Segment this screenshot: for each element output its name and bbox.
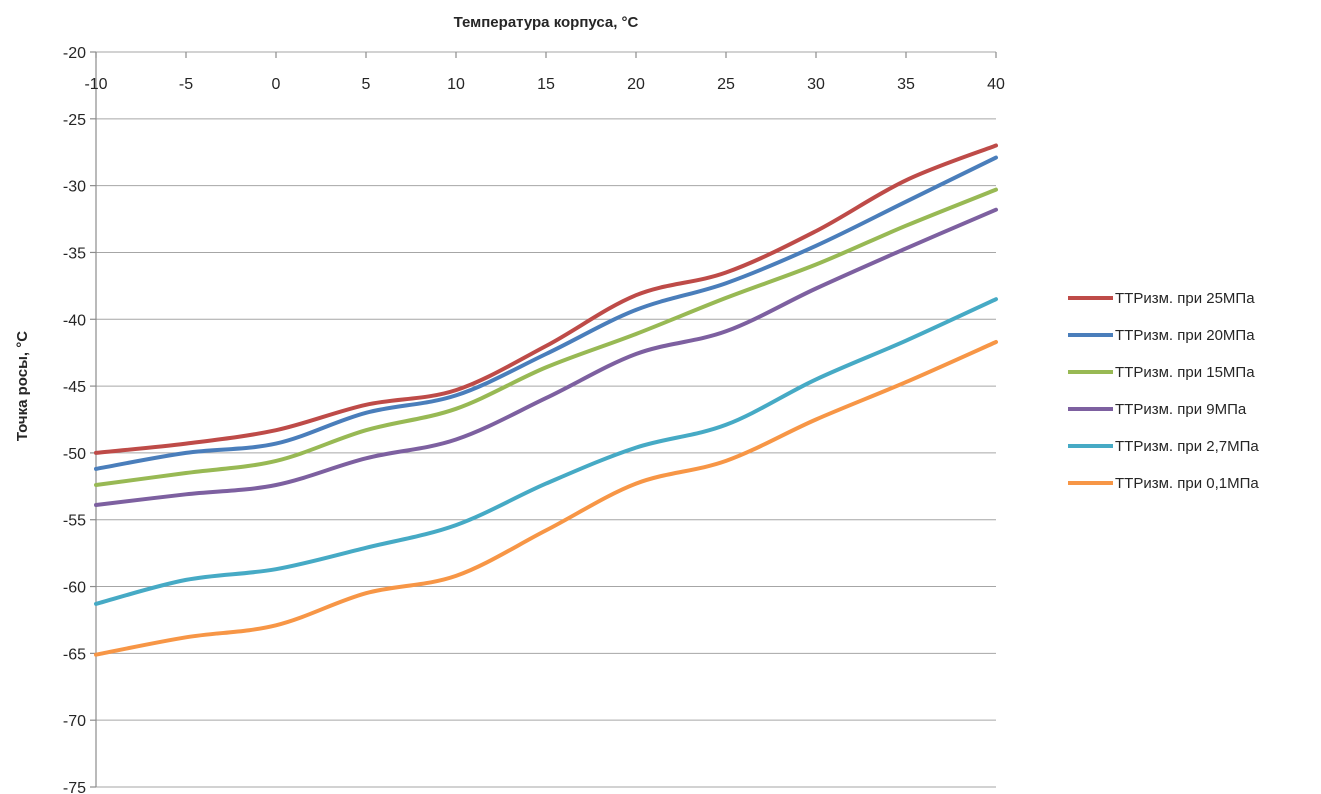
series-lines — [94, 143, 998, 657]
x-tick-label: 10 — [447, 76, 465, 93]
y-tick-labels: -20 -25 -30 -35 -40 -45 -50 -55 -60 -65 -70 -75 — [63, 45, 86, 794]
x-tick-label: 20 — [627, 76, 645, 93]
x-tick-label: 30 — [807, 76, 825, 93]
series-line-5 — [94, 340, 998, 657]
legend-label-4: ТТРизм. при 2,7МПа — [1115, 438, 1259, 455]
legend-label-5: ТТРизм. при 0,1МПа — [1115, 475, 1259, 492]
x-tick-label: 35 — [897, 76, 915, 93]
y-tick-label: -60 — [63, 580, 86, 597]
x-tick-label: 40 — [987, 76, 1005, 93]
x-tick-label: -10 — [84, 76, 107, 93]
legend-label-3: ТТРизм. при 9МПа — [1115, 401, 1247, 418]
y-tick-label: -50 — [63, 446, 86, 463]
series-line-4 — [94, 297, 998, 606]
y-tick-label: -20 — [63, 45, 86, 62]
y-tick-label: -55 — [63, 513, 86, 530]
y-tick-label: -25 — [63, 112, 86, 129]
y-tick-label: -65 — [63, 646, 86, 663]
axes — [90, 51, 997, 788]
y-tick-label: -35 — [63, 245, 86, 262]
legend-label-0: ТТРизм. при 25МПа — [1115, 290, 1255, 307]
x-tick-label: 15 — [537, 76, 555, 93]
series-line-1 — [94, 155, 998, 471]
legend: ТТРизм. при 25МПа ТТРизм. при 20МПа ТТРизм… — [1068, 290, 1259, 492]
x-tick-label: -5 — [179, 76, 193, 93]
series-line-0 — [94, 143, 998, 455]
x-tick-label: 5 — [362, 76, 371, 93]
series-line-2 — [94, 187, 998, 487]
x-tick-label: 25 — [717, 76, 735, 93]
y-tick-label: -75 — [63, 780, 86, 794]
y-tick-label: -45 — [63, 379, 86, 396]
x-tick-label: 0 — [272, 76, 281, 93]
y-axis-title: Точка росы, °C — [14, 331, 31, 441]
y-tick-label: -70 — [63, 713, 86, 730]
y-tick-label: -40 — [63, 312, 86, 329]
y-tick-label: -30 — [63, 179, 86, 196]
legend-label-1: ТТРизм. при 20МПа — [1115, 327, 1255, 344]
x-axis-title: Температура корпуса, °C — [454, 14, 639, 31]
x-tick-labels: -10 -5 0 5 10 15 20 25 30 35 40 — [84, 76, 1005, 93]
legend-label-2: ТТРизм. при 15МПа — [1115, 364, 1255, 381]
grid-lines — [96, 51, 996, 788]
series-line-3 — [94, 207, 998, 507]
